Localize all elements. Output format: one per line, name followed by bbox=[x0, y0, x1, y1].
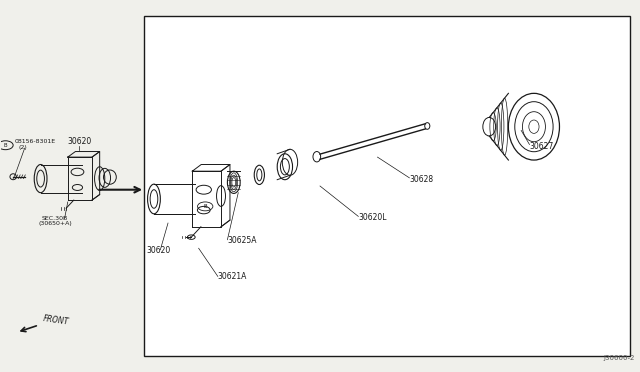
Bar bbox=[145, 16, 630, 356]
Text: J30600-2: J30600-2 bbox=[604, 355, 635, 361]
Text: 30620: 30620 bbox=[147, 246, 170, 255]
Text: 30627: 30627 bbox=[529, 142, 554, 151]
Text: 30628: 30628 bbox=[410, 175, 433, 184]
Text: B: B bbox=[204, 204, 207, 209]
Text: 30621A: 30621A bbox=[218, 272, 247, 281]
Text: 30625A: 30625A bbox=[227, 237, 257, 246]
Text: 30620: 30620 bbox=[67, 137, 92, 146]
Text: FRONT: FRONT bbox=[42, 314, 69, 326]
Text: B: B bbox=[4, 143, 7, 148]
Text: 30620L: 30620L bbox=[358, 213, 387, 222]
Text: SEC.30B: SEC.30B bbox=[42, 217, 68, 221]
Text: 08156-8301E: 08156-8301E bbox=[15, 140, 56, 144]
Text: (30650+A): (30650+A) bbox=[38, 221, 72, 226]
Text: (2): (2) bbox=[19, 145, 27, 150]
